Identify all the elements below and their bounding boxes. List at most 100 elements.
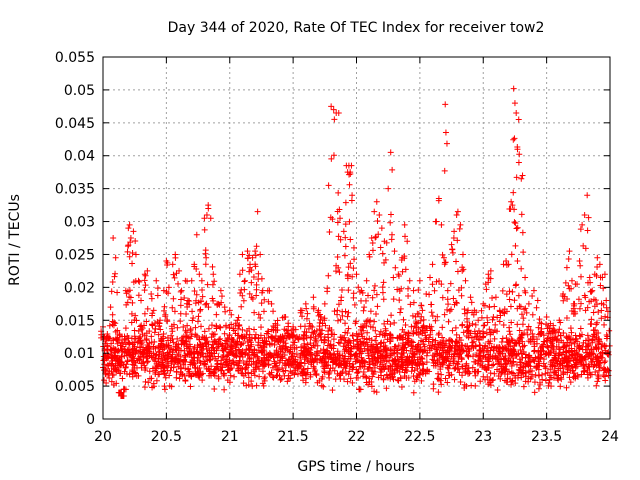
data-point [190,314,197,321]
data-point [132,312,139,319]
data-point [397,309,404,316]
data-point [226,307,233,314]
data-point [576,345,583,352]
data-point [406,277,413,284]
data-point [574,358,581,365]
data-point [111,366,118,373]
data-point [143,359,150,366]
data-point [426,323,433,330]
data-point [378,225,385,232]
data-point [359,363,366,370]
data-point [433,346,440,353]
data-point [148,339,155,346]
data-point [495,353,502,360]
data-point [303,329,310,336]
data-point [486,326,493,333]
data-point [577,273,584,280]
data-point [129,347,136,354]
data-point [345,264,352,271]
data-point [204,281,211,288]
data-point [387,219,394,226]
data-point [492,321,499,328]
data-point [236,321,243,328]
data-point [408,323,415,330]
data-point [317,347,324,354]
data-point [221,361,228,368]
data-point [242,350,249,357]
data-point [579,346,586,353]
data-point [445,372,452,379]
data-point [418,337,425,344]
data-point [126,253,133,260]
data-point [575,296,582,303]
data-point [203,254,210,261]
data-point [525,323,532,330]
data-point [354,353,361,360]
data-point [598,307,605,314]
data-point [508,381,515,388]
data-point [108,346,115,353]
data-point [249,383,256,390]
data-point [546,379,553,386]
data-point [366,253,373,260]
data-point [517,303,524,310]
data-point [162,356,169,363]
data-point [453,360,460,367]
data-point [384,318,391,325]
data-point [500,322,507,329]
data-point [428,301,435,308]
data-point [260,340,267,347]
data-point [223,322,230,329]
data-point [480,353,487,360]
data-point [253,243,260,250]
data-point [190,359,197,366]
data-point [211,386,218,393]
data-point [371,282,378,289]
data-point [193,231,200,238]
data-point [466,347,473,354]
data-point [496,361,503,368]
data-point [165,362,172,369]
data-point [553,371,560,378]
data-point [581,292,588,299]
data-point [489,316,496,323]
data-point [182,378,189,385]
data-point [213,357,220,364]
data-point [494,386,501,393]
data-point [489,355,496,362]
data-point [162,374,169,381]
data-point [490,347,497,354]
data-point [168,345,175,352]
data-point [126,339,133,346]
data-point [183,310,190,317]
data-point [202,336,209,343]
data-point [353,271,360,278]
data-point [364,317,371,324]
data-point [448,306,455,313]
data-point [335,233,342,240]
data-point [345,371,352,378]
data-point [418,313,425,320]
data-point [581,211,588,218]
data-point [275,336,282,343]
data-point [382,346,389,353]
data-point [443,140,450,147]
data-point [402,322,409,329]
data-point [316,377,323,384]
data-point [157,343,164,350]
data-point [585,214,592,221]
data-point [358,358,365,365]
data-point [125,225,132,232]
data-point [420,316,427,323]
data-point [465,352,472,359]
data-point [535,324,542,331]
data-point [590,309,597,316]
data-point [317,331,324,338]
data-point [439,294,446,301]
data-point [432,218,439,225]
data-point [454,268,461,275]
data-point [343,370,350,377]
data-point [538,351,545,358]
data-point [227,372,234,379]
data-point [228,311,235,318]
